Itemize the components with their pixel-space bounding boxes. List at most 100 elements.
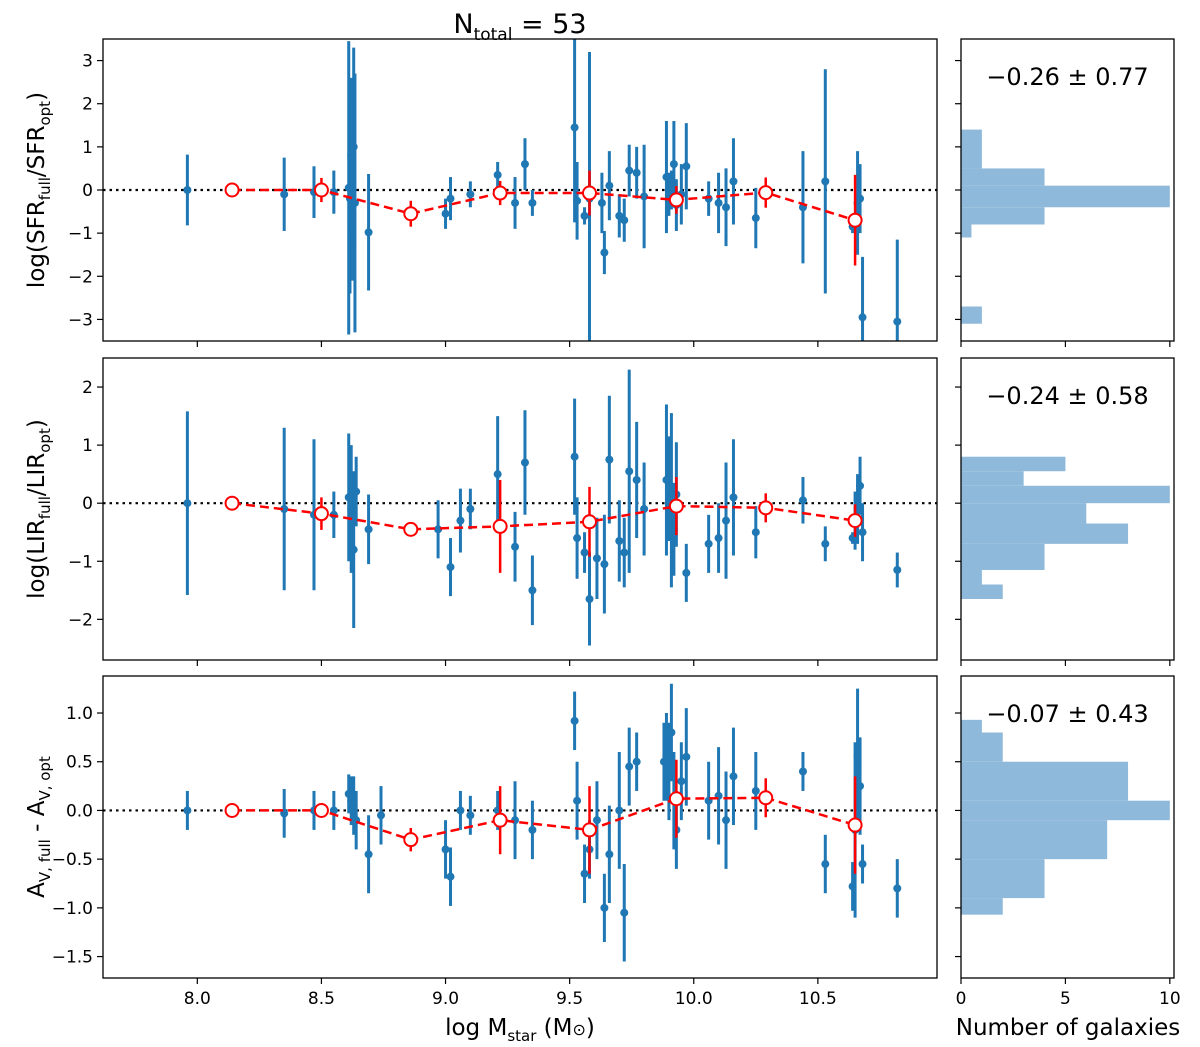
data-point xyxy=(625,166,634,175)
stat-annotation: −0.26 ± 0.77 xyxy=(986,63,1148,91)
data-point xyxy=(573,534,582,543)
y-axis-label-part: A xyxy=(24,882,50,898)
binned-marker xyxy=(313,506,329,522)
histogram-bar xyxy=(961,485,1170,504)
y-axis-label-part: full xyxy=(36,177,54,200)
data-point xyxy=(605,181,614,190)
data-point xyxy=(466,505,475,513)
stat-annotation: −0.24 ± 0.58 xyxy=(986,382,1148,410)
hist-x-tick-label: 10 xyxy=(1159,989,1181,1009)
histogram-bar xyxy=(961,543,1045,570)
data-point xyxy=(466,811,475,820)
histogram-bar xyxy=(961,800,1170,821)
x-tick-label: 9.0 xyxy=(432,989,459,1009)
data-point xyxy=(856,481,865,490)
y-tick-label: 1 xyxy=(82,436,93,456)
data-point xyxy=(632,475,641,484)
binned-marker xyxy=(668,791,684,807)
binned-marker xyxy=(492,518,508,534)
hist-x-tick-label: 0 xyxy=(956,989,967,1009)
data-point xyxy=(615,806,624,815)
data-point xyxy=(640,192,649,201)
data-point xyxy=(600,903,609,912)
data-point xyxy=(714,198,723,207)
data-point xyxy=(669,160,678,169)
plot-area xyxy=(103,39,937,341)
histogram-bar xyxy=(961,569,982,585)
x-tick-label: 8.5 xyxy=(308,989,335,1009)
data-point xyxy=(605,850,614,859)
data-point xyxy=(858,860,867,869)
data-point xyxy=(183,186,192,194)
data-point xyxy=(600,560,609,569)
y-axis-label-part: ) xyxy=(24,92,50,101)
data-point xyxy=(183,806,192,815)
y-axis-label-part: opt xyxy=(36,428,54,453)
y-axis-label-part: /SFR xyxy=(24,126,50,178)
panel-lir: −2 −1 0 1 2 log(LIRfull/LIRopt) −0.24 ± 0.58 xyxy=(24,357,1175,666)
data-point xyxy=(573,196,582,205)
histogram-bar xyxy=(961,761,1129,801)
panel-sfr: −3 −2 −1 0 1 2 3 log(SFRfull/SFRopt) −0.26 ± 0.7… xyxy=(24,38,1175,347)
data-point xyxy=(446,563,455,572)
y-axis-label: log(SFRfull/SFRopt) xyxy=(24,92,54,288)
data-point xyxy=(364,228,373,237)
data-point xyxy=(714,534,723,543)
binned-marker xyxy=(224,182,240,198)
data-point xyxy=(615,536,624,545)
histogram-bar xyxy=(961,129,982,169)
binned-marker xyxy=(403,832,419,848)
data-point xyxy=(592,816,601,825)
data-point xyxy=(620,548,629,557)
data-point xyxy=(625,467,634,476)
data-point xyxy=(625,762,634,771)
y-tick-label: −1.0 xyxy=(52,899,93,919)
y-tick-label: 0 xyxy=(82,181,93,201)
data-point xyxy=(511,198,520,207)
binned-marker xyxy=(847,212,863,228)
histogram-bar xyxy=(961,719,982,733)
data-point xyxy=(511,816,520,825)
x-tick-label: 10.0 xyxy=(675,989,713,1009)
data-point xyxy=(493,470,502,479)
plot-frame xyxy=(102,675,938,979)
data-point xyxy=(729,177,738,186)
data-point xyxy=(722,516,731,525)
data-point xyxy=(520,160,529,169)
binned-marker xyxy=(313,182,329,198)
histogram-bar xyxy=(961,185,1170,208)
data-point xyxy=(511,542,520,551)
y-axis-label-part: log(SFR xyxy=(24,200,50,288)
data-point xyxy=(573,796,582,805)
data-point xyxy=(446,194,455,203)
y-tick-label: −2 xyxy=(68,267,93,287)
data-point xyxy=(667,728,676,737)
data-point xyxy=(364,850,373,859)
data-point xyxy=(798,496,807,505)
y-tick-label: 2 xyxy=(82,95,93,115)
data-point xyxy=(640,505,649,513)
data-point xyxy=(632,168,641,177)
y-axis-label-part: - A xyxy=(24,800,50,839)
data-point xyxy=(729,772,738,781)
histogram-bar xyxy=(961,224,972,238)
data-point xyxy=(580,211,589,220)
plot-area xyxy=(103,683,937,962)
histogram-bar xyxy=(961,306,982,324)
data-point xyxy=(858,313,867,322)
histogram-bar xyxy=(961,898,1003,915)
data-point xyxy=(456,806,465,815)
data-point xyxy=(329,806,338,815)
data-point xyxy=(570,123,579,132)
data-point xyxy=(751,528,760,537)
y-tick-label: −0.5 xyxy=(52,850,93,870)
histogram-av: 0 5 10 −0.07 ± 0.43 xyxy=(955,675,1181,1009)
x-axis-label: log Mstar (M⊙) xyxy=(445,1015,595,1045)
binned-marker xyxy=(758,185,774,201)
binned-marker xyxy=(582,185,597,201)
histogram-bar xyxy=(961,584,1003,600)
data-point xyxy=(446,872,455,881)
x-tick-label: 8.0 xyxy=(184,989,211,1009)
panel-av: −1.5 −1.0 −0.5 0.0 0.5 1.0 8.0 8.5 9.0 9.5 10.0 10.… xyxy=(24,675,1181,1009)
histogram-bar xyxy=(961,820,1108,860)
